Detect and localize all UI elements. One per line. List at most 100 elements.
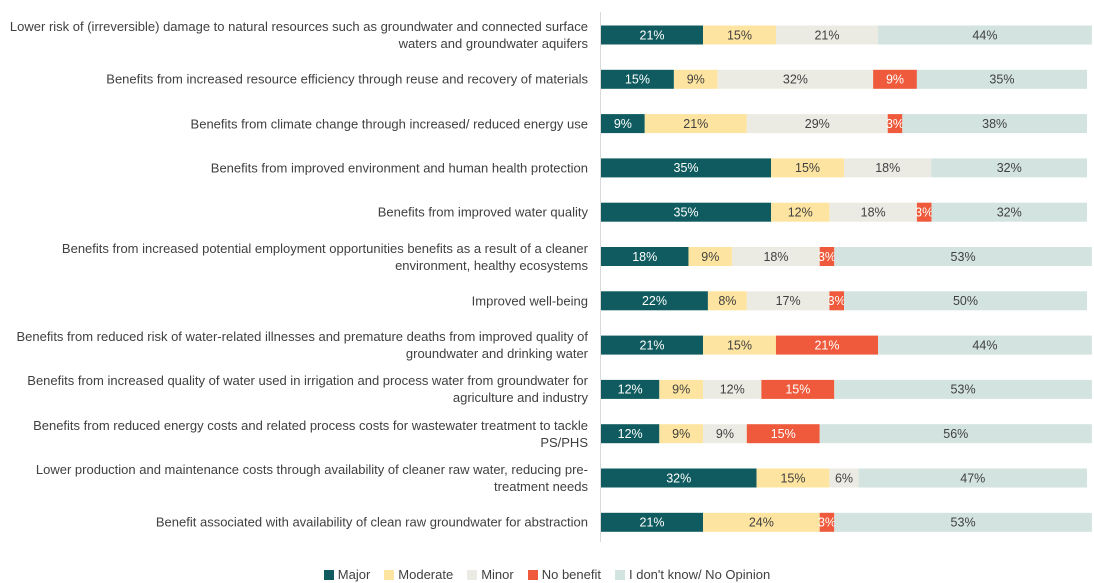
legend-item: Major xyxy=(323,567,370,582)
bar-segment xyxy=(601,247,689,266)
bar-segment xyxy=(601,69,674,89)
bar-segment xyxy=(916,202,932,222)
category-label: Improved well-being xyxy=(471,293,588,309)
data-label: 12% xyxy=(788,205,813,219)
data-label: 35% xyxy=(674,205,699,219)
bar-segment xyxy=(844,291,1087,311)
bar-segment xyxy=(601,25,704,45)
bar-segment xyxy=(829,468,859,488)
data-label: 6% xyxy=(835,471,853,485)
data-label: 12% xyxy=(618,427,643,441)
bar-segment xyxy=(717,69,874,89)
data-label: 12% xyxy=(618,383,643,397)
bar-segment xyxy=(834,379,1092,399)
data-label: 21% xyxy=(640,516,665,530)
bar-segment xyxy=(659,379,704,399)
bar-segment xyxy=(931,202,1087,222)
bar-segment xyxy=(746,291,830,311)
bar-segment xyxy=(873,69,917,89)
data-label: 32% xyxy=(666,471,691,485)
bar-segment xyxy=(703,25,776,45)
data-label: 8% xyxy=(718,294,736,308)
bar-segment xyxy=(771,158,844,178)
bar-segment xyxy=(601,379,660,399)
data-label: 18% xyxy=(763,250,788,264)
data-label: 15% xyxy=(780,471,805,485)
data-label: 22% xyxy=(642,294,667,308)
legend-swatch xyxy=(614,569,625,580)
bar-segment xyxy=(601,424,660,444)
data-label: 32% xyxy=(997,161,1022,175)
bar-segment xyxy=(601,114,645,134)
bar-segment xyxy=(878,25,1092,45)
data-label: 18% xyxy=(875,161,900,175)
data-label: 9% xyxy=(672,383,690,397)
data-label: 3% xyxy=(818,516,836,530)
legend-label: No benefit xyxy=(541,567,601,582)
data-label: 9% xyxy=(716,427,734,441)
bar-segment xyxy=(829,202,917,222)
bar-segment xyxy=(688,247,733,266)
data-label: 15% xyxy=(785,383,810,397)
bar-segment xyxy=(878,335,1092,355)
category-label: Lower production and maintenance costs t… xyxy=(35,462,588,494)
data-label: 21% xyxy=(683,117,708,131)
bar-segment xyxy=(601,335,704,355)
data-label: 44% xyxy=(972,28,997,42)
data-label: 38% xyxy=(982,117,1007,131)
data-label: 56% xyxy=(943,427,968,441)
bar-segment xyxy=(601,158,772,178)
bar-segment xyxy=(775,335,879,355)
legend-item: Minor xyxy=(467,567,514,582)
data-label: 15% xyxy=(771,427,796,441)
legend-item: I don't know/ No Opinion xyxy=(614,567,771,582)
data-label: 21% xyxy=(814,338,839,352)
data-label: 21% xyxy=(640,338,665,352)
bar-segment xyxy=(644,114,747,134)
category-label: Benefits from increased quality of water… xyxy=(27,373,588,406)
bar-segment xyxy=(707,291,747,311)
bar-segment xyxy=(601,202,772,222)
legend-swatch xyxy=(384,569,395,580)
bar-segment xyxy=(601,468,757,488)
bar-segment xyxy=(659,424,704,444)
legend-label: I don't know/ No Opinion xyxy=(628,567,771,582)
data-label: 32% xyxy=(783,73,808,87)
category-label: Benefits from improved water quality xyxy=(377,204,588,220)
bar-segment xyxy=(601,512,704,532)
bar-segment xyxy=(916,69,1087,89)
bar-segment xyxy=(902,114,1087,134)
bar-segment xyxy=(819,512,835,532)
data-label: 29% xyxy=(805,117,830,131)
bar-segment xyxy=(834,512,1092,532)
data-label: 3% xyxy=(915,205,933,219)
data-label: 21% xyxy=(814,28,839,42)
data-label: 15% xyxy=(625,73,650,87)
bar-segment xyxy=(703,379,762,399)
data-label: 15% xyxy=(727,28,752,42)
bar-segment xyxy=(834,247,1092,266)
bar-segment xyxy=(703,512,820,532)
legend-item: No benefit xyxy=(527,567,601,582)
bar-segment xyxy=(601,291,708,311)
category-label: Benefits from climate change through inc… xyxy=(190,116,588,132)
data-label: 3% xyxy=(818,250,836,264)
data-label: 44% xyxy=(972,338,997,352)
bar-segment xyxy=(775,25,879,45)
data-label: 35% xyxy=(989,73,1014,87)
data-label: 9% xyxy=(687,73,705,87)
data-label: 9% xyxy=(701,250,719,264)
bar-segment xyxy=(732,247,820,266)
data-label: 21% xyxy=(640,28,665,42)
category-label: Benefits from reduced energy costs and r… xyxy=(33,417,588,450)
data-label: 24% xyxy=(749,516,774,530)
data-label: 50% xyxy=(953,294,978,308)
data-label: 35% xyxy=(674,161,699,175)
bar-segment xyxy=(703,424,747,444)
data-label: 18% xyxy=(861,205,886,219)
data-label: 53% xyxy=(951,383,976,397)
bar-segment xyxy=(844,158,932,178)
data-label: 53% xyxy=(951,250,976,264)
category-label: Benefits from increased resource efficie… xyxy=(106,71,588,87)
